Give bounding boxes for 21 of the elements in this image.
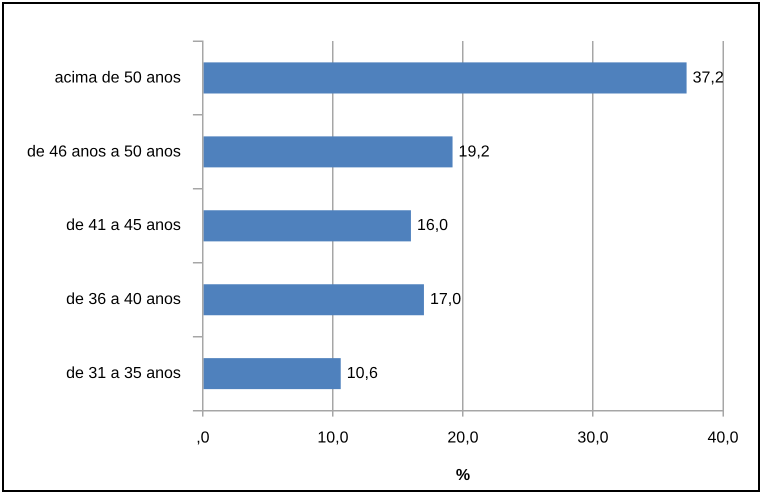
y-tick-label: de 36 a 40 anos bbox=[66, 291, 181, 308]
y-tick-label: de 46 anos a 50 anos bbox=[27, 143, 181, 160]
bar bbox=[204, 284, 424, 316]
data-label: 19,2 bbox=[458, 143, 490, 160]
data-label: 17,0 bbox=[430, 291, 462, 308]
y-tick-label: de 41 a 45 anos bbox=[66, 217, 181, 234]
data-label: 37,2 bbox=[692, 69, 724, 86]
y-tick-label: acima de 50 anos bbox=[54, 69, 181, 86]
x-tick-label: ,0 bbox=[196, 430, 210, 447]
bar bbox=[204, 62, 687, 94]
x-axis-title: % bbox=[456, 466, 470, 484]
x-tick-label: 40,0 bbox=[707, 430, 739, 447]
x-tick-label: 30,0 bbox=[577, 430, 609, 447]
x-tick-label: 20,0 bbox=[447, 430, 479, 447]
data-label: 16,0 bbox=[416, 217, 448, 234]
y-tick-label: de 31 a 35 anos bbox=[66, 365, 181, 382]
bar bbox=[204, 210, 411, 242]
x-tick-label: 10,0 bbox=[317, 430, 349, 447]
data-label: 10,6 bbox=[346, 365, 378, 382]
bar bbox=[204, 136, 453, 168]
bar bbox=[204, 358, 341, 390]
